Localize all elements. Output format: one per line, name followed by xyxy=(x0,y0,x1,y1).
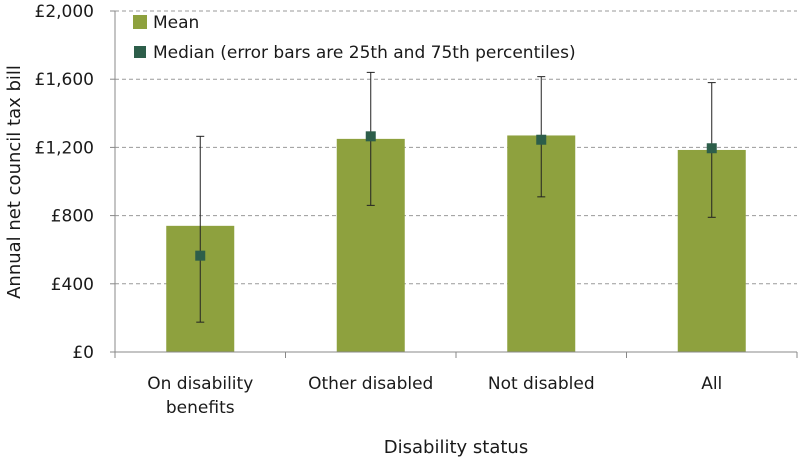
median-series xyxy=(195,131,717,261)
median-point xyxy=(195,250,206,261)
legend-swatch-mean xyxy=(133,15,147,29)
x-tick-label: Other disabled xyxy=(308,374,433,394)
legend-swatch-median xyxy=(134,46,146,58)
x-tick-label: On disability xyxy=(147,374,253,394)
axes xyxy=(110,10,798,358)
x-tick-label: All xyxy=(701,374,722,394)
x-tick-label: benefits xyxy=(166,398,235,418)
y-axis-title: Annual net council tax bill xyxy=(4,65,25,299)
y-tick-label: £2,000 xyxy=(35,2,94,22)
legend-label-mean: Mean xyxy=(153,13,199,33)
y-tick-label: £1,600 xyxy=(35,70,94,90)
median-point xyxy=(536,134,547,145)
y-tick-label: £400 xyxy=(51,275,94,295)
bar-series xyxy=(166,135,746,352)
x-tick-label: Not disabled xyxy=(488,374,595,394)
y-tick-label: £0 xyxy=(72,343,94,363)
legend-label-median: Median (error bars are 25th and 75th per… xyxy=(153,43,576,63)
median-point xyxy=(365,131,376,142)
y-tick-labels: £0 £400 £800 £1,200 £1,600 £2,000 xyxy=(35,2,94,363)
legend: Mean Median (error bars are 25th and 75t… xyxy=(133,13,576,63)
error-bar-series xyxy=(196,71,716,323)
y-tick-label: £800 xyxy=(51,207,94,227)
y-tick-label: £1,200 xyxy=(35,138,94,158)
x-axis-title: Disability status xyxy=(384,437,528,458)
median-point xyxy=(706,143,717,154)
x-tick-labels: On disability benefits Other disabled Not d… xyxy=(147,374,722,418)
